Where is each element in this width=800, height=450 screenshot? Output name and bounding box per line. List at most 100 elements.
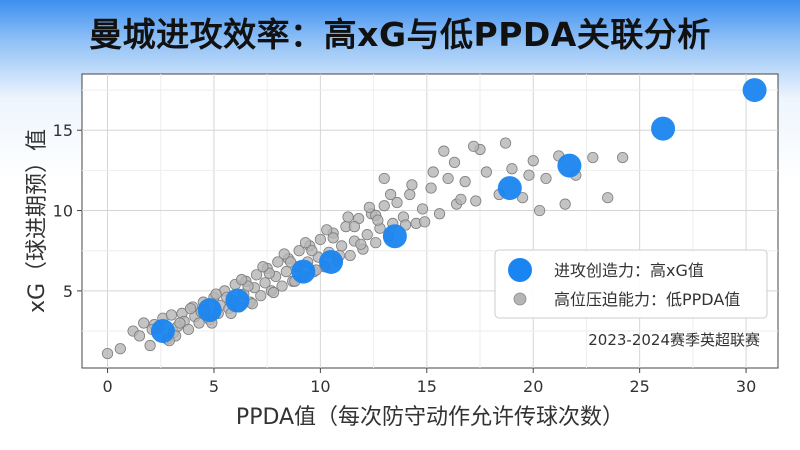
x-tick-label: 15	[417, 377, 437, 396]
axis-ticks: 0 5 10 15 20 25 30 5 10 15	[53, 121, 757, 396]
gray-data-point	[425, 182, 437, 194]
gray-data-point	[468, 140, 480, 152]
gray-data-point	[327, 232, 339, 244]
gray-data-point	[114, 343, 126, 355]
gray-data-point	[523, 169, 535, 181]
gray-data-point	[284, 256, 297, 268]
gray-data-point	[499, 137, 512, 149]
gray-data-point	[138, 317, 150, 329]
x-tick-label: 30	[736, 377, 756, 396]
gray-data-point	[267, 286, 280, 299]
legend-label-gray: 高位压迫能力：低PPDA值	[554, 290, 740, 309]
gray-data-point	[280, 266, 292, 278]
gray-data-point	[101, 347, 114, 360]
gray-data-point	[459, 176, 471, 188]
gray-data-point	[442, 172, 454, 185]
x-tick-label: 5	[209, 377, 219, 396]
gray-data-point	[272, 256, 284, 268]
gray-data-point	[250, 269, 263, 281]
legend-label-blue: 进攻创造力：高xG值	[554, 261, 704, 280]
gray-data-point	[527, 155, 539, 167]
gray-data-point	[278, 248, 290, 260]
gray-data-point	[370, 237, 382, 249]
gray-data-point	[257, 261, 269, 273]
y-axis-label: xG（球进期预）值	[25, 129, 50, 313]
page-title: 曼城进攻效率：高xG与低PPDA关联分析	[89, 15, 711, 54]
gray-data-point	[293, 245, 305, 257]
blue-data-point	[197, 298, 222, 323]
gray-data-point	[372, 214, 384, 226]
y-tick-label: 10	[53, 202, 73, 221]
gray-data-point	[540, 172, 552, 185]
gray-data-point	[355, 238, 367, 250]
gray-data-point	[321, 224, 333, 236]
gray-data-point	[480, 166, 493, 178]
gray-data-point	[342, 211, 354, 223]
gray-data-point	[336, 240, 348, 252]
gray-data-point	[419, 216, 431, 228]
blue-data-point	[497, 176, 522, 201]
gray-data-point	[236, 274, 248, 286]
legend-box	[494, 249, 768, 319]
gray-data-point	[448, 156, 461, 168]
gray-data-point	[344, 249, 356, 262]
x-tick-label: 0	[102, 377, 112, 396]
gray-data-point	[516, 192, 529, 204]
gray-data-point	[255, 290, 267, 302]
gray-data-point	[363, 201, 375, 213]
x-axis-label: PPDA值（每次防守动作允许传球次数）	[236, 405, 624, 430]
blue-data-point	[225, 288, 250, 313]
gray-data-point	[455, 193, 467, 205]
blue-data-point	[291, 259, 316, 284]
gray-data-point	[416, 203, 429, 215]
gray-data-point	[559, 198, 571, 210]
x-tick-label: 20	[523, 377, 543, 396]
gray-data-point	[299, 237, 312, 249]
gray-data-point	[427, 166, 439, 178]
legend-marker-blue	[508, 258, 532, 282]
gray-data-point	[361, 229, 373, 241]
gray-data-point	[144, 339, 156, 352]
gray-data-point	[602, 192, 614, 204]
blue-data-point	[382, 224, 407, 249]
gray-data-point	[506, 163, 518, 175]
gray-data-point	[404, 188, 416, 201]
gray-data-point	[438, 145, 450, 157]
gray-data-point	[133, 330, 146, 342]
x-tick-label: 25	[629, 377, 649, 396]
gray-data-point	[378, 200, 390, 212]
gray-data-point	[306, 245, 318, 257]
gray-data-point	[617, 151, 629, 164]
blue-data-point	[742, 78, 767, 103]
legend: 进攻创造力：高xG值 高位压迫能力：低PPDA值	[494, 249, 768, 319]
blue-data-point	[150, 319, 175, 344]
gray-data-point	[534, 204, 546, 217]
y-tick-label: 5	[63, 282, 73, 301]
gray-data-point	[385, 188, 397, 201]
gray-data-point	[378, 172, 390, 185]
gray-data-point	[174, 317, 186, 329]
season-annotation: 2023-2024赛季英超联赛	[588, 331, 760, 349]
blue-data-point	[557, 153, 582, 178]
legend-marker-gray	[513, 292, 527, 306]
gray-data-point	[314, 233, 326, 246]
gray-data-point	[470, 195, 482, 207]
gray-data-point	[348, 221, 361, 233]
gray-data-point	[184, 302, 197, 315]
gray-data-point	[193, 317, 205, 329]
blue-data-point	[651, 116, 676, 141]
y-tick-label: 15	[53, 121, 73, 140]
blue-data-point	[319, 249, 344, 274]
x-tick-label: 10	[310, 377, 330, 396]
gray-data-point	[587, 151, 599, 164]
series-blue-points	[150, 78, 767, 344]
gray-data-point	[406, 179, 418, 191]
gray-data-point	[276, 280, 288, 292]
gray-data-point	[182, 323, 195, 336]
gray-data-point	[165, 309, 177, 321]
gray-data-point	[259, 277, 271, 289]
gray-data-point	[433, 208, 446, 220]
gray-data-point	[210, 288, 222, 300]
gray-data-point	[391, 196, 403, 209]
